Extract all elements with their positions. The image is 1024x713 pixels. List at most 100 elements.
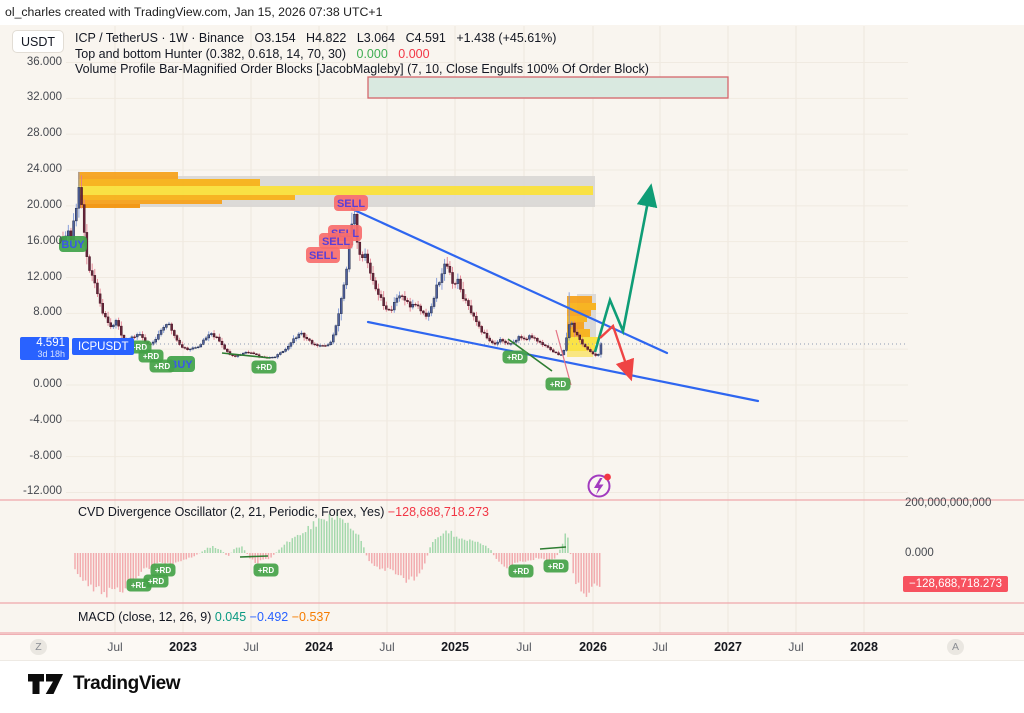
cvd-legend-row[interactable]: CVD Divergence Oscillator (2, 21, Period…	[78, 505, 489, 519]
macd-legend-row[interactable]: MACD (close, 12, 26, 9) 0.045 −0.492 −0.…	[78, 610, 330, 624]
currency-toggle-button[interactable]: USDT	[12, 30, 64, 53]
cvd-title[interactable]: CVD Divergence Oscillator (2, 21, Period…	[78, 505, 385, 519]
drawings[interactable]	[64, 183, 908, 558]
indicator1-legend-row[interactable]: Top and bottom Hunter (0.382, 0.618, 14,…	[75, 47, 649, 63]
macd-title[interactable]: MACD (close, 12, 26, 9)	[78, 610, 212, 624]
candle-body	[398, 295, 401, 299]
buy-signal-badge[interactable]: BUY	[59, 236, 87, 252]
volume-profile-bar	[78, 195, 295, 200]
candle-body	[456, 278, 460, 284]
candle-body	[382, 297, 385, 307]
candle-body	[112, 324, 115, 328]
rd-signal-badge[interactable]: +RD	[543, 559, 569, 573]
candle-body	[271, 356, 274, 359]
svg-text:+RD: +RD	[131, 581, 147, 590]
sell-signal-badge[interactable]: SELL	[306, 247, 340, 263]
tradingview-logo[interactable]: TradingView	[28, 671, 181, 697]
goto-start-hotkey[interactable]: Z	[30, 639, 47, 655]
candle-body	[525, 338, 528, 341]
candle-body	[387, 309, 391, 311]
candle-body	[244, 351, 248, 354]
rd-signal-badge[interactable]: +RD	[545, 377, 571, 391]
symbol-legend-row[interactable]: ICP / TetherUS · 1W · Binance O3.154 H4.…	[75, 31, 649, 47]
candle-body	[411, 303, 415, 308]
candle-body	[247, 351, 250, 354]
candle-body	[514, 340, 518, 343]
signal-badges[interactable]: SELLSELLSELLSELLBUYBUY+RD+RD+RD+RD+RD+RD…	[59, 195, 571, 592]
candle-body	[202, 339, 205, 345]
candle-body	[326, 344, 330, 347]
macd-value1: 0.045	[214, 610, 247, 624]
cvd-scale-zero: 0.000	[905, 547, 934, 559]
candle-body	[342, 284, 346, 299]
candle-body	[509, 343, 513, 345]
candle-body	[432, 297, 436, 307]
rd-signal-badge[interactable]: +RD	[149, 359, 175, 373]
candle-body	[104, 312, 107, 318]
candle-body	[408, 301, 412, 308]
time-scale-label: 2028	[850, 640, 878, 654]
symbol-price-label[interactable]: ICPUSDT	[72, 338, 135, 355]
candle-body	[310, 340, 314, 345]
indicator1-title[interactable]: Top and bottom Hunter (0.382, 0.618, 14,…	[75, 46, 347, 61]
candle-body	[406, 299, 409, 302]
trendline	[366, 320, 760, 403]
candle-body	[530, 335, 534, 338]
macd-value2: −0.492	[249, 610, 289, 624]
candle-body	[400, 295, 404, 297]
price-scale-label: -4.000	[29, 413, 62, 426]
sell-signal-badge[interactable]: SELL	[319, 233, 353, 249]
candle-body	[483, 331, 486, 334]
time-scale-label: Jul	[516, 640, 532, 654]
indicator2-legend-row[interactable]: Volume Profile Bar-Magnified Order Block…	[75, 62, 649, 78]
candle-body	[493, 342, 497, 345]
rd-signal-badge[interactable]: +RD	[143, 574, 169, 588]
candle-body	[318, 345, 322, 347]
candle-body	[430, 306, 433, 314]
candle-body	[255, 353, 258, 355]
candle-body	[353, 213, 356, 225]
candle-body	[578, 334, 581, 340]
rd-signal-badge[interactable]: +RD	[508, 564, 534, 578]
candle-body	[395, 297, 399, 303]
candle-body	[544, 344, 547, 346]
time-axis-strip[interactable]	[0, 634, 1024, 660]
candle-body	[218, 336, 221, 342]
rd-signal-badge[interactable]: +RD	[138, 349, 164, 363]
rd-signal-badge[interactable]: +RD	[502, 350, 528, 364]
time-scale-label: Jul	[243, 640, 259, 654]
rd-signal-badge[interactable]: +RD	[253, 563, 279, 577]
candle-body	[461, 289, 465, 299]
volume-profile-bar	[567, 316, 587, 322]
candle-body	[522, 337, 526, 340]
sell-signal-badge[interactable]: SELL	[334, 195, 368, 211]
candle-body	[366, 253, 369, 264]
rd-signal-badge[interactable]: +RD	[251, 360, 277, 374]
candle-body	[416, 304, 420, 307]
svg-text:+RD: +RD	[148, 577, 164, 586]
candle-body	[520, 336, 523, 339]
candle-body	[321, 345, 324, 347]
last-price-badge[interactable]: 4.591 3d 18h	[20, 337, 69, 360]
svg-text:SELL: SELL	[337, 198, 365, 210]
candle-body	[573, 322, 576, 333]
candle-body	[536, 337, 539, 342]
rd-signal-badge[interactable]: +RD	[150, 563, 176, 577]
indicator2-title[interactable]: Volume Profile Bar-Magnified Order Block…	[75, 62, 649, 77]
svg-text:+RD: +RD	[131, 343, 147, 352]
candle-body	[559, 354, 563, 356]
time-scale-label: Jul	[652, 640, 668, 654]
goto-end-hotkey[interactable]: A	[947, 639, 964, 655]
candle-body	[393, 302, 396, 311]
ohlc-open: O3.154	[254, 31, 296, 45]
cvd-last-value-badge[interactable]: −128,688,718.273	[903, 576, 1009, 592]
symbol-title[interactable]: ICP / TetherUS · 1W · Binance	[75, 31, 245, 45]
time-scale-label: 2024	[305, 640, 333, 654]
price-scale-label: 20.000	[26, 198, 62, 211]
price-scale-label: 12.000	[26, 270, 62, 283]
candle-body	[591, 351, 595, 355]
volume-profile-bar	[78, 200, 222, 204]
candle-body	[443, 263, 446, 275]
svg-text:+RD: +RD	[154, 362, 170, 371]
